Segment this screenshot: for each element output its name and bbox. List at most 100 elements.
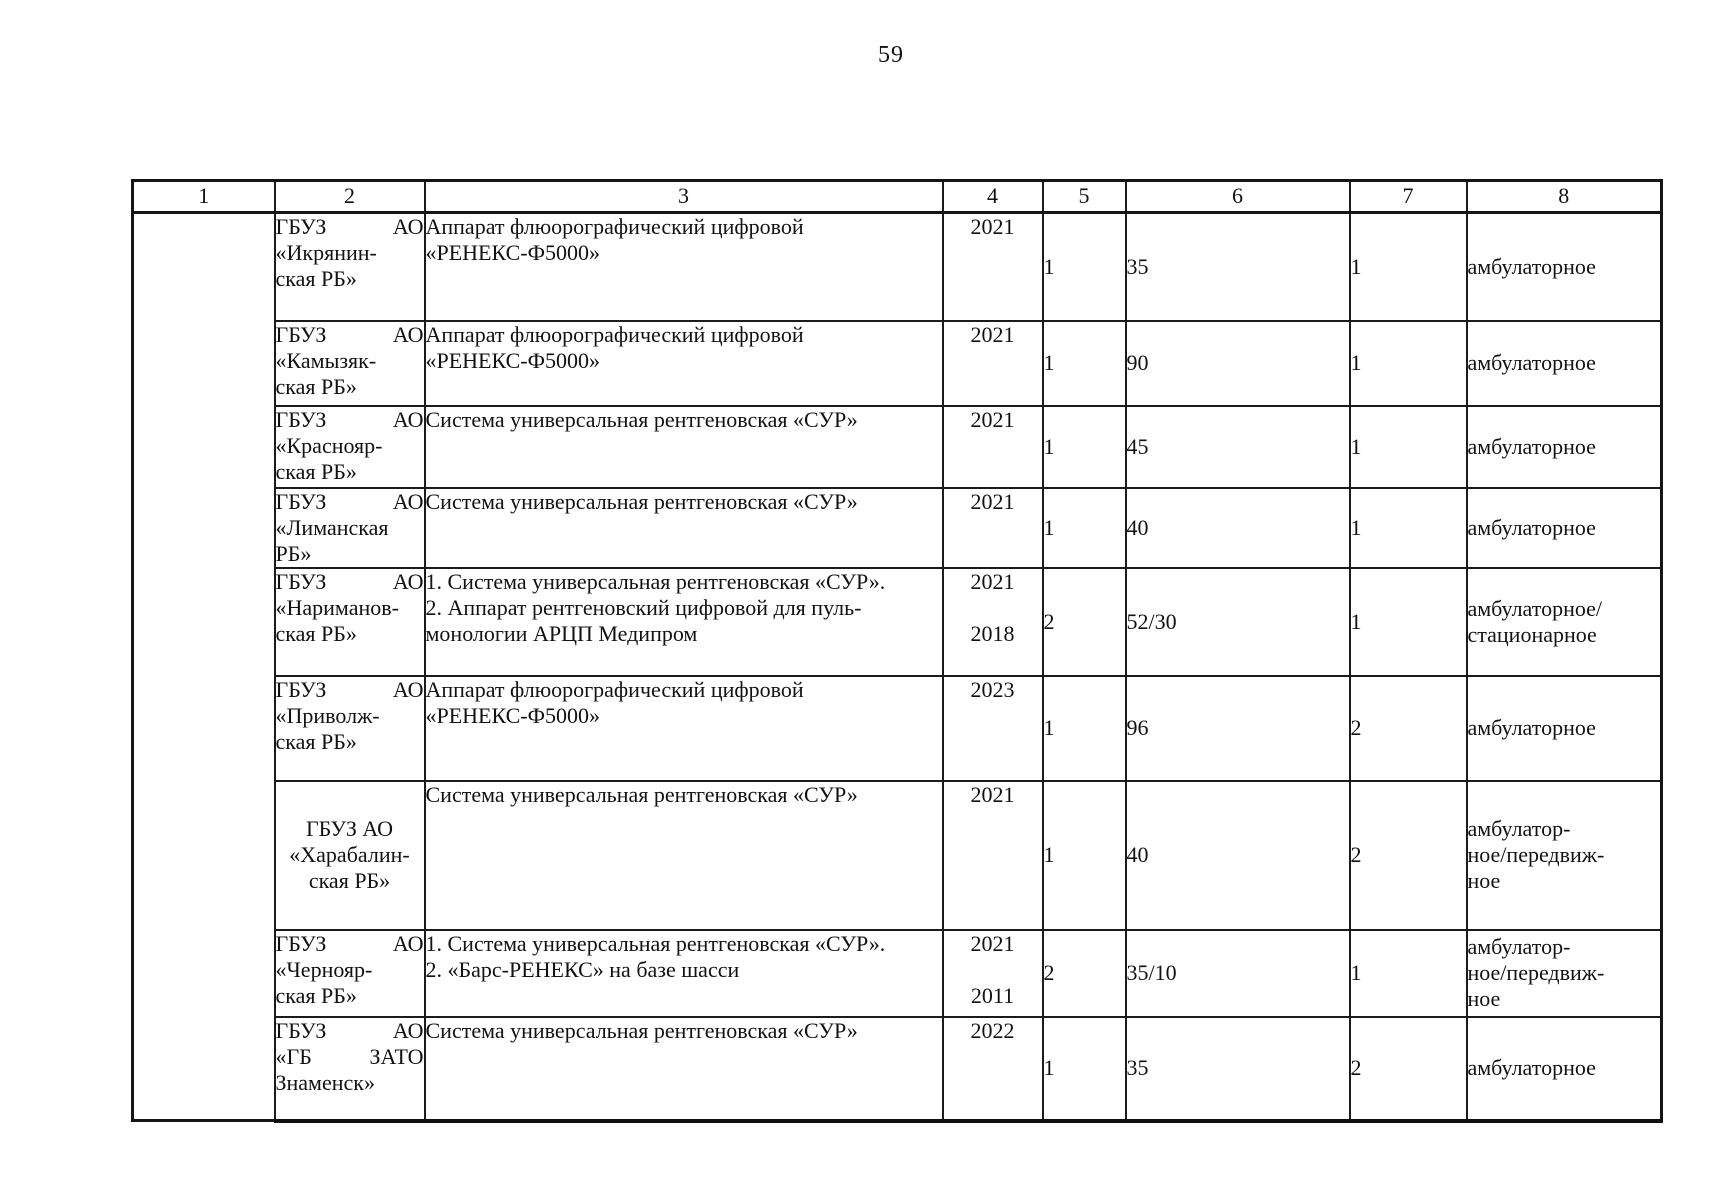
- care-type-cell: амбулатор-ное/передвиж-ное: [1465, 779, 1663, 931]
- units-cell: 2: [1348, 1015, 1468, 1123]
- text-line: монологии АРЦП Медипром: [425, 620, 698, 646]
- text-line: «РЕНЕКС-Ф5000»: [425, 702, 601, 728]
- year-cell: 2023: [941, 674, 1044, 782]
- text-line: [945, 595, 1041, 621]
- table-row: ГБУЗ АО «Краснояр-ская РБ» Система универса…: [133, 404, 1663, 489]
- text-fragment: ГБУЗ: [275, 406, 327, 432]
- text-line: Система универсальная рентгеновская «СУР…: [425, 406, 858, 432]
- year-cell: 2022: [941, 1015, 1044, 1123]
- table-row: ГБУЗ АО «Камызяк-ская РБ» Аппарат флюорогра…: [133, 319, 1663, 407]
- text-line: «Лиманская: [275, 514, 389, 540]
- table-row: ГБУЗ АО «Харабалин-ская РБ» Система универ…: [133, 779, 1663, 931]
- quantity-cell: 2: [1041, 566, 1127, 677]
- care-type-cell: амбулаторное: [1465, 1015, 1663, 1123]
- units-cell: 2: [1348, 674, 1468, 782]
- text-line: 2021: [970, 406, 1015, 432]
- units-cell: 1: [1348, 566, 1468, 677]
- quantity-cell: 1: [1041, 211, 1127, 322]
- quantity-cell: 1: [1041, 779, 1127, 931]
- units-cell: 1: [1348, 211, 1468, 322]
- equipment-cell: 1. Система универсальная рентгеновская «…: [423, 928, 944, 1018]
- column-header-1: 1: [131, 179, 276, 214]
- text-line: ное/передвиж-: [1467, 842, 1605, 867]
- text-line: 2021: [970, 568, 1015, 594]
- column-header-8: 8: [1465, 179, 1663, 214]
- capacity-cell: 35/10: [1124, 928, 1351, 1018]
- text-line: ская РБ»: [275, 728, 357, 754]
- text-fragment: ЗАТО: [369, 1043, 424, 1069]
- facility-cell: ГБУЗ АО «Камызяк-ская РБ»: [273, 319, 426, 407]
- text-fragment: ГБУЗ: [275, 1017, 327, 1043]
- units-cell: 1: [1348, 928, 1468, 1018]
- facility-cell: ГБУЗ АО «Лиманская РБ»: [273, 486, 426, 569]
- facility-cell: ГБУЗ АО «Чернояр-ская РБ»: [273, 928, 426, 1018]
- units-cell: 1: [1348, 404, 1468, 489]
- care-type-cell: амбулатор-ное/передвиж-ное: [1465, 928, 1663, 1018]
- table-row: ГБУЗ АО «ГБ ЗАТО Знаменск» Система универсаль…: [133, 1015, 1663, 1123]
- text-line: амбулаторное: [1467, 1055, 1596, 1080]
- text-line: ская РБ»: [308, 868, 391, 893]
- column-header-6: 6: [1124, 179, 1351, 214]
- equipment-cell: Система универсальная рентгеновская «СУР…: [423, 779, 944, 931]
- text-line: Знаменск»: [275, 1069, 375, 1095]
- text-line: ская РБ»: [275, 620, 357, 646]
- capacity-cell: 35: [1124, 1015, 1351, 1123]
- text-fragment: «ГБ: [275, 1043, 312, 1069]
- text-line: Система универсальная рентгеновская «СУР…: [425, 781, 858, 807]
- text-line: ное: [1467, 868, 1501, 893]
- text-line: 2. Аппарат рентгеновский цифровой для пу…: [425, 594, 862, 620]
- units-cell: 1: [1348, 319, 1468, 407]
- text-line: ное: [1467, 986, 1501, 1011]
- facility-cell: ГБУЗ АО «Краснояр-ская РБ»: [273, 404, 426, 489]
- quantity-cell: 1: [1041, 486, 1127, 569]
- year-cell: 2021 2018: [941, 566, 1044, 677]
- text-line: Аппарат флюорографический цифровой: [425, 676, 804, 702]
- text-line: амбулаторное: [1467, 715, 1596, 740]
- text-fragment: АО: [392, 568, 424, 594]
- equipment-cell: Система универсальная рентгеновская «СУР…: [423, 486, 944, 569]
- year-cell: 2021: [941, 319, 1044, 407]
- care-type-cell: амбулаторное: [1465, 211, 1663, 322]
- equipment-cell: Система универсальная рентгеновская «СУР…: [423, 1015, 944, 1123]
- year-cell: 2021 2011: [941, 928, 1044, 1018]
- text-fragment: ГБУЗ: [275, 488, 327, 514]
- text-line: 2018: [970, 620, 1015, 646]
- text-line: «Краснояр-: [275, 432, 383, 458]
- text-fragment: ГБУЗ: [275, 930, 327, 956]
- year-cell: 2021: [941, 211, 1044, 322]
- facility-cell: ГБУЗ АО «Икрянин-ская РБ»: [273, 211, 426, 322]
- facility-cell: ГБУЗ АО «ГБ ЗАТО Знаменск»: [273, 1015, 426, 1123]
- text-fragment: ГБУЗ: [275, 676, 327, 702]
- quantity-cell: 1: [1041, 404, 1127, 489]
- text-fragment: ГБУЗ: [275, 321, 327, 347]
- facility-cell: ГБУЗ АО «Нариманов-ская РБ»: [273, 566, 426, 677]
- text-fragment: АО: [392, 488, 424, 514]
- text-line: «Харабалин-: [289, 842, 410, 867]
- care-type-cell: амбулаторное: [1465, 319, 1663, 407]
- text-fragment: АО: [392, 1017, 424, 1043]
- text-line: амбулаторное: [1467, 433, 1596, 459]
- text-line: амбулатор-: [1467, 934, 1571, 959]
- text-line: 2. «Барс-РЕНЕКС» на базе шасси: [425, 956, 740, 982]
- text-line: «ГБ ЗАТО: [275, 1043, 424, 1070]
- care-type-cell: амбулаторное: [1465, 404, 1663, 489]
- text-fragment: АО: [392, 406, 424, 432]
- quantity-cell: 1: [1041, 1015, 1127, 1123]
- text-line: амбулаторное: [1467, 350, 1596, 375]
- text-line: ГБУЗ АО: [275, 406, 424, 433]
- text-line: «РЕНЕКС-Ф5000»: [425, 240, 601, 265]
- care-type-cell: амбулаторное: [1465, 486, 1663, 569]
- text-line: Аппарат флюорографический цифровой: [425, 214, 804, 240]
- equipment-cell: Система универсальная рентгеновская «СУР…: [423, 404, 944, 489]
- facility-cell: ГБУЗ АО «Харабалин-ская РБ»: [273, 779, 426, 931]
- text-line: 2021: [970, 930, 1015, 956]
- text-line: ГБУЗ АО: [275, 1017, 424, 1044]
- column-header-3: 3: [423, 179, 944, 214]
- text-line: РБ»: [275, 540, 312, 566]
- text-line: ное/передвиж-: [1467, 960, 1605, 985]
- text-line: «Икрянин-: [275, 240, 377, 265]
- equipment-cell: Аппарат флюорографический цифровой «РЕНЕК…: [423, 319, 944, 407]
- capacity-cell: 35: [1124, 211, 1351, 322]
- table-row: ГБУЗ АО «Чернояр-ская РБ» 1. Система универ…: [133, 928, 1663, 1018]
